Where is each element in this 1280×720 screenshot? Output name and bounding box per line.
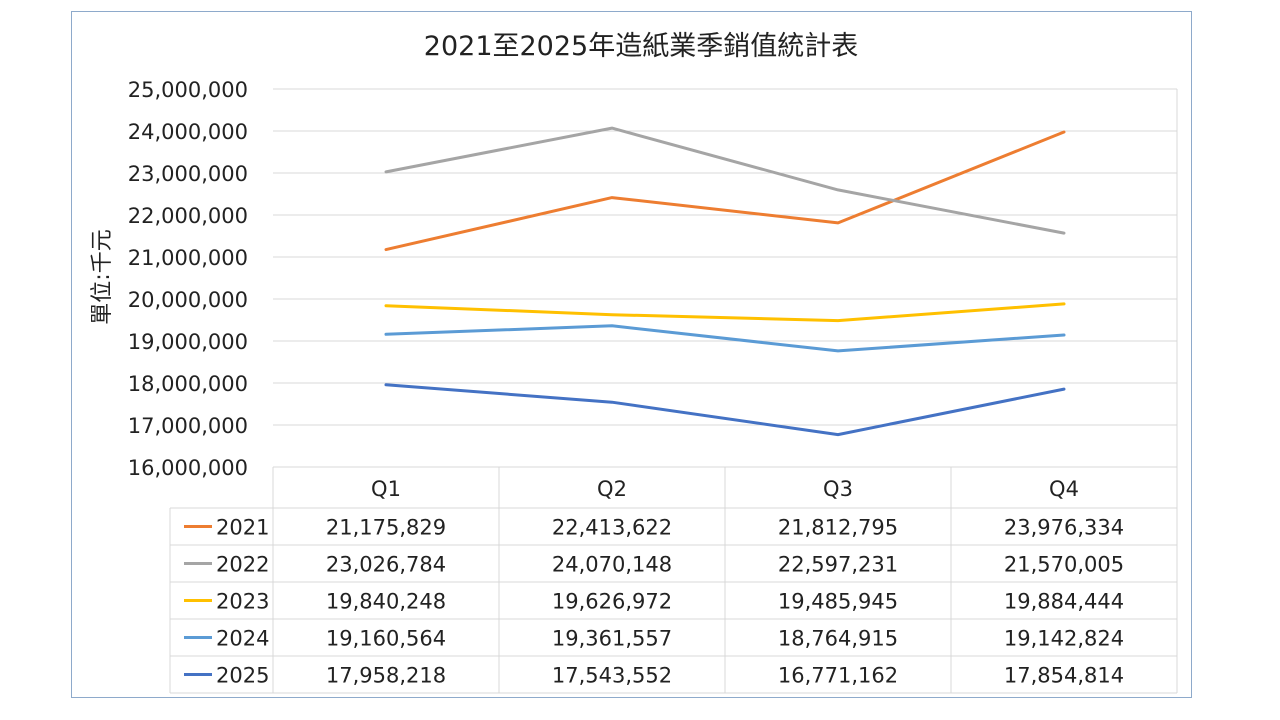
y-tick-label: 25,000,000 <box>128 78 248 102</box>
data-table: Q1 Q2 Q3 Q4 2021 21,175,829 22,413,622 21,812,7… <box>169 466 1178 694</box>
y-tick-label: 18,000,000 <box>128 372 248 396</box>
legend-label: 2023 <box>216 590 269 614</box>
data-label: 19,160,564 <box>326 627 446 651</box>
data-label: 17,958,218 <box>326 664 446 688</box>
y-tick-label: 23,000,000 <box>128 162 248 186</box>
x-tick-label: Q2 <box>597 477 627 501</box>
data-label: 19,142,824 <box>1004 627 1124 651</box>
chart-title: 2021至2025年造紙業季銷值統計表 <box>424 31 858 62</box>
data-label: 23,976,334 <box>1004 516 1124 540</box>
series-line-2025 <box>384 383 1066 437</box>
y-tick-label: 24,000,000 <box>128 120 248 144</box>
data-label: 22,413,622 <box>552 516 672 540</box>
x-tick-label: Q3 <box>823 477 853 501</box>
y-tick-label: 17,000,000 <box>128 414 248 438</box>
series-line-2022 <box>384 126 1066 235</box>
y-tick-label: 19,000,000 <box>128 330 248 354</box>
data-label: 17,543,552 <box>552 664 672 688</box>
chart-svg: 2021至2025年造紙業季銷值統計表 單位:千元 16,000,000 17,0… <box>90 31 1178 694</box>
y-tick-label: 21,000,000 <box>128 246 248 270</box>
data-label: 19,884,444 <box>1004 590 1124 614</box>
x-tick-label: Q4 <box>1049 477 1079 501</box>
legend-label: 2022 <box>216 553 269 577</box>
chart-frame: 2021至2025年造紙業季銷值統計表 單位:千元 16,000,000 17,0… <box>71 11 1192 698</box>
data-label: 24,070,148 <box>552 553 672 577</box>
series-lines <box>384 126 1066 437</box>
data-label: 19,626,972 <box>552 590 672 614</box>
legend-label: 2024 <box>216 627 269 651</box>
data-label: 16,771,162 <box>778 664 898 688</box>
data-label: 23,026,784 <box>326 553 446 577</box>
data-label: 19,361,557 <box>552 627 672 651</box>
data-label: 22,597,231 <box>778 553 898 577</box>
series-line-2021 <box>384 130 1066 252</box>
grid-layer <box>273 88 1178 468</box>
y-tick-labels: 16,000,000 17,000,000 18,000,000 19,000,000… <box>128 78 248 480</box>
data-label: 18,764,915 <box>778 627 898 651</box>
data-label: 21,812,795 <box>778 516 898 540</box>
data-label: 21,570,005 <box>1004 553 1124 577</box>
series-line-2024 <box>384 324 1066 353</box>
y-tick-label: 16,000,000 <box>128 456 248 480</box>
x-tick-label: Q1 <box>371 477 401 501</box>
y-tick-label: 22,000,000 <box>128 204 248 228</box>
legend-label: 2021 <box>216 516 269 540</box>
data-label: 17,854,814 <box>1004 664 1124 688</box>
data-label: 21,175,829 <box>326 516 446 540</box>
y-axis-label: 單位:千元 <box>90 229 115 324</box>
data-label: 19,485,945 <box>778 590 898 614</box>
data-label: 19,840,248 <box>326 590 446 614</box>
series-line-2023 <box>384 302 1066 323</box>
legend-label: 2025 <box>216 664 269 688</box>
y-tick-label: 20,000,000 <box>128 288 248 312</box>
